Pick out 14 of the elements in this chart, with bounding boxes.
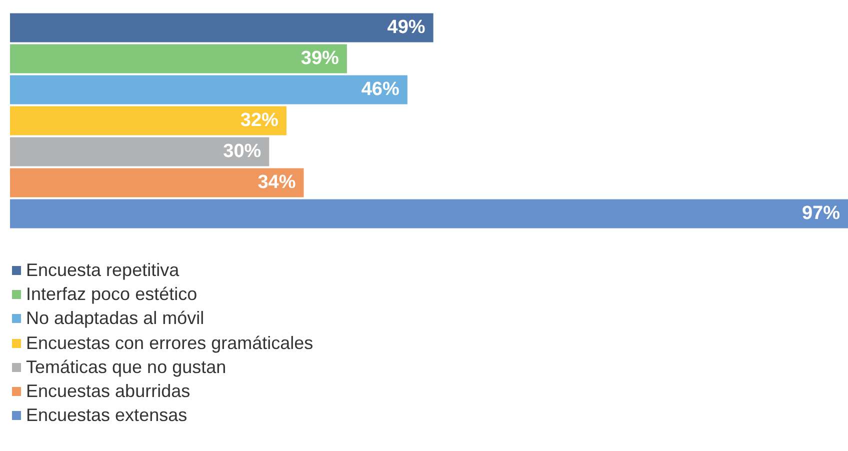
legend-label: Encuesta repetitiva xyxy=(26,260,180,281)
legend-label: No adaptadas al móvil xyxy=(26,308,204,330)
legend-label: Encuestas extensas xyxy=(26,405,188,426)
data-label: 46% xyxy=(361,79,400,100)
data-label: 34% xyxy=(258,172,296,194)
data-label: 97% xyxy=(802,203,840,224)
legend-label: Interfaz poco estético xyxy=(26,284,198,305)
data-label: 39% xyxy=(300,48,340,70)
data-label: 32% xyxy=(240,110,279,132)
legend-label: Temáticas que no gustan xyxy=(26,356,226,378)
data-label: 49% xyxy=(387,17,426,38)
legend-label: Encuestas aburridas xyxy=(26,381,190,402)
legend-label: Encuestas con errores gramáticales xyxy=(26,332,314,354)
data-label: 30% xyxy=(223,141,262,162)
